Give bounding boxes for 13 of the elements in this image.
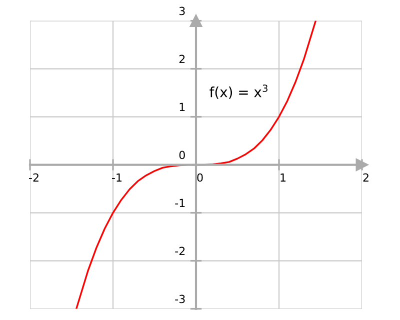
annotation: f(x) = x$^{3}$ [210, 84, 268, 99]
x-tick-label: -1 [112, 173, 122, 182]
y-tick-label: -3 [175, 294, 185, 304]
y-tick-label: 0 [179, 150, 185, 160]
x-tick-label: 2 [363, 173, 368, 182]
y-tick-label: -1 [175, 198, 185, 208]
y-tick-label: 1 [180, 102, 185, 112]
x-tick-label: 1 [280, 173, 286, 182]
y-tick-label: 2 [179, 54, 185, 64]
y-tick-label: -2 [175, 246, 185, 256]
y-tick-label: 3 [179, 6, 185, 16]
x-tick-label: -2 [29, 173, 38, 182]
x-tick-label: 0 [197, 173, 203, 182]
